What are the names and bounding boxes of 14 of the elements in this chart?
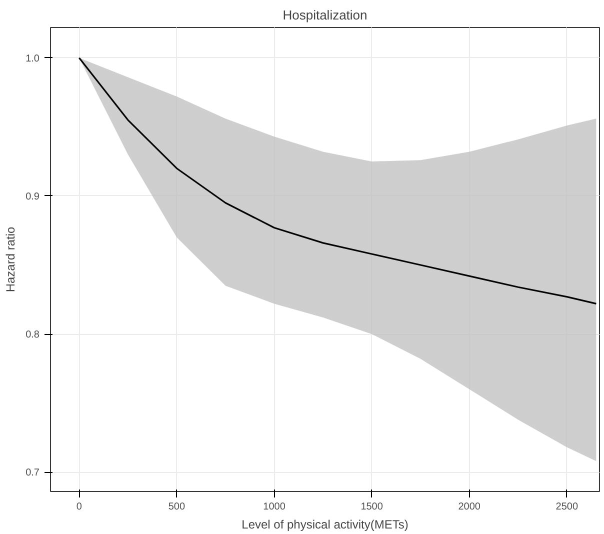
y-tick-label: 1.0 <box>26 53 40 64</box>
y-tick-label: 0.8 <box>26 330 40 341</box>
line-series <box>78 57 597 304</box>
x-tick-label: 2500 <box>556 502 578 512</box>
x-axis-title: Level of physical activity(METs) <box>242 518 408 532</box>
y-tick-label: 0.7 <box>26 468 40 479</box>
x-tick-label: 1500 <box>360 502 384 512</box>
x-tick-label: 1000 <box>263 502 286 512</box>
y-tick-label: 0.9 <box>26 191 40 202</box>
y-axis-title: Hazard ratio <box>4 226 18 292</box>
x-tick-label: 500 <box>168 502 186 512</box>
x-tick-label: 2000 <box>458 502 481 512</box>
chart-title: Hospitalization <box>282 8 368 22</box>
x-tick-label: 0 <box>76 502 82 512</box>
